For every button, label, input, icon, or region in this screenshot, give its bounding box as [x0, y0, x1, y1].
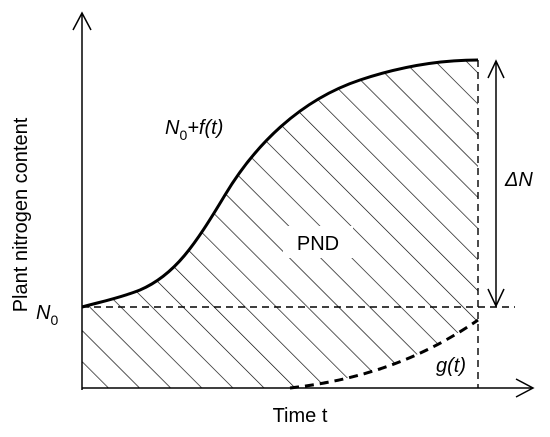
pnd-region: [82, 60, 478, 388]
lower-curve-label: g(t): [436, 355, 466, 377]
upper-curve: [81, 58, 479, 309]
region-label: PND: [297, 233, 339, 255]
region-label-bg: [283, 226, 353, 258]
upper-curve-label: N0+f(t): [165, 117, 223, 143]
n0-label: N0: [36, 302, 58, 328]
delta-n-arrow: [487, 59, 505, 308]
y-axis-title: Plant nitrogen content: [10, 117, 32, 312]
x-axis-title: Time t: [273, 405, 328, 427]
delta-n-label: ΔN: [504, 169, 533, 191]
x-axis: [82, 378, 535, 398]
y-axis: [72, 11, 92, 390]
